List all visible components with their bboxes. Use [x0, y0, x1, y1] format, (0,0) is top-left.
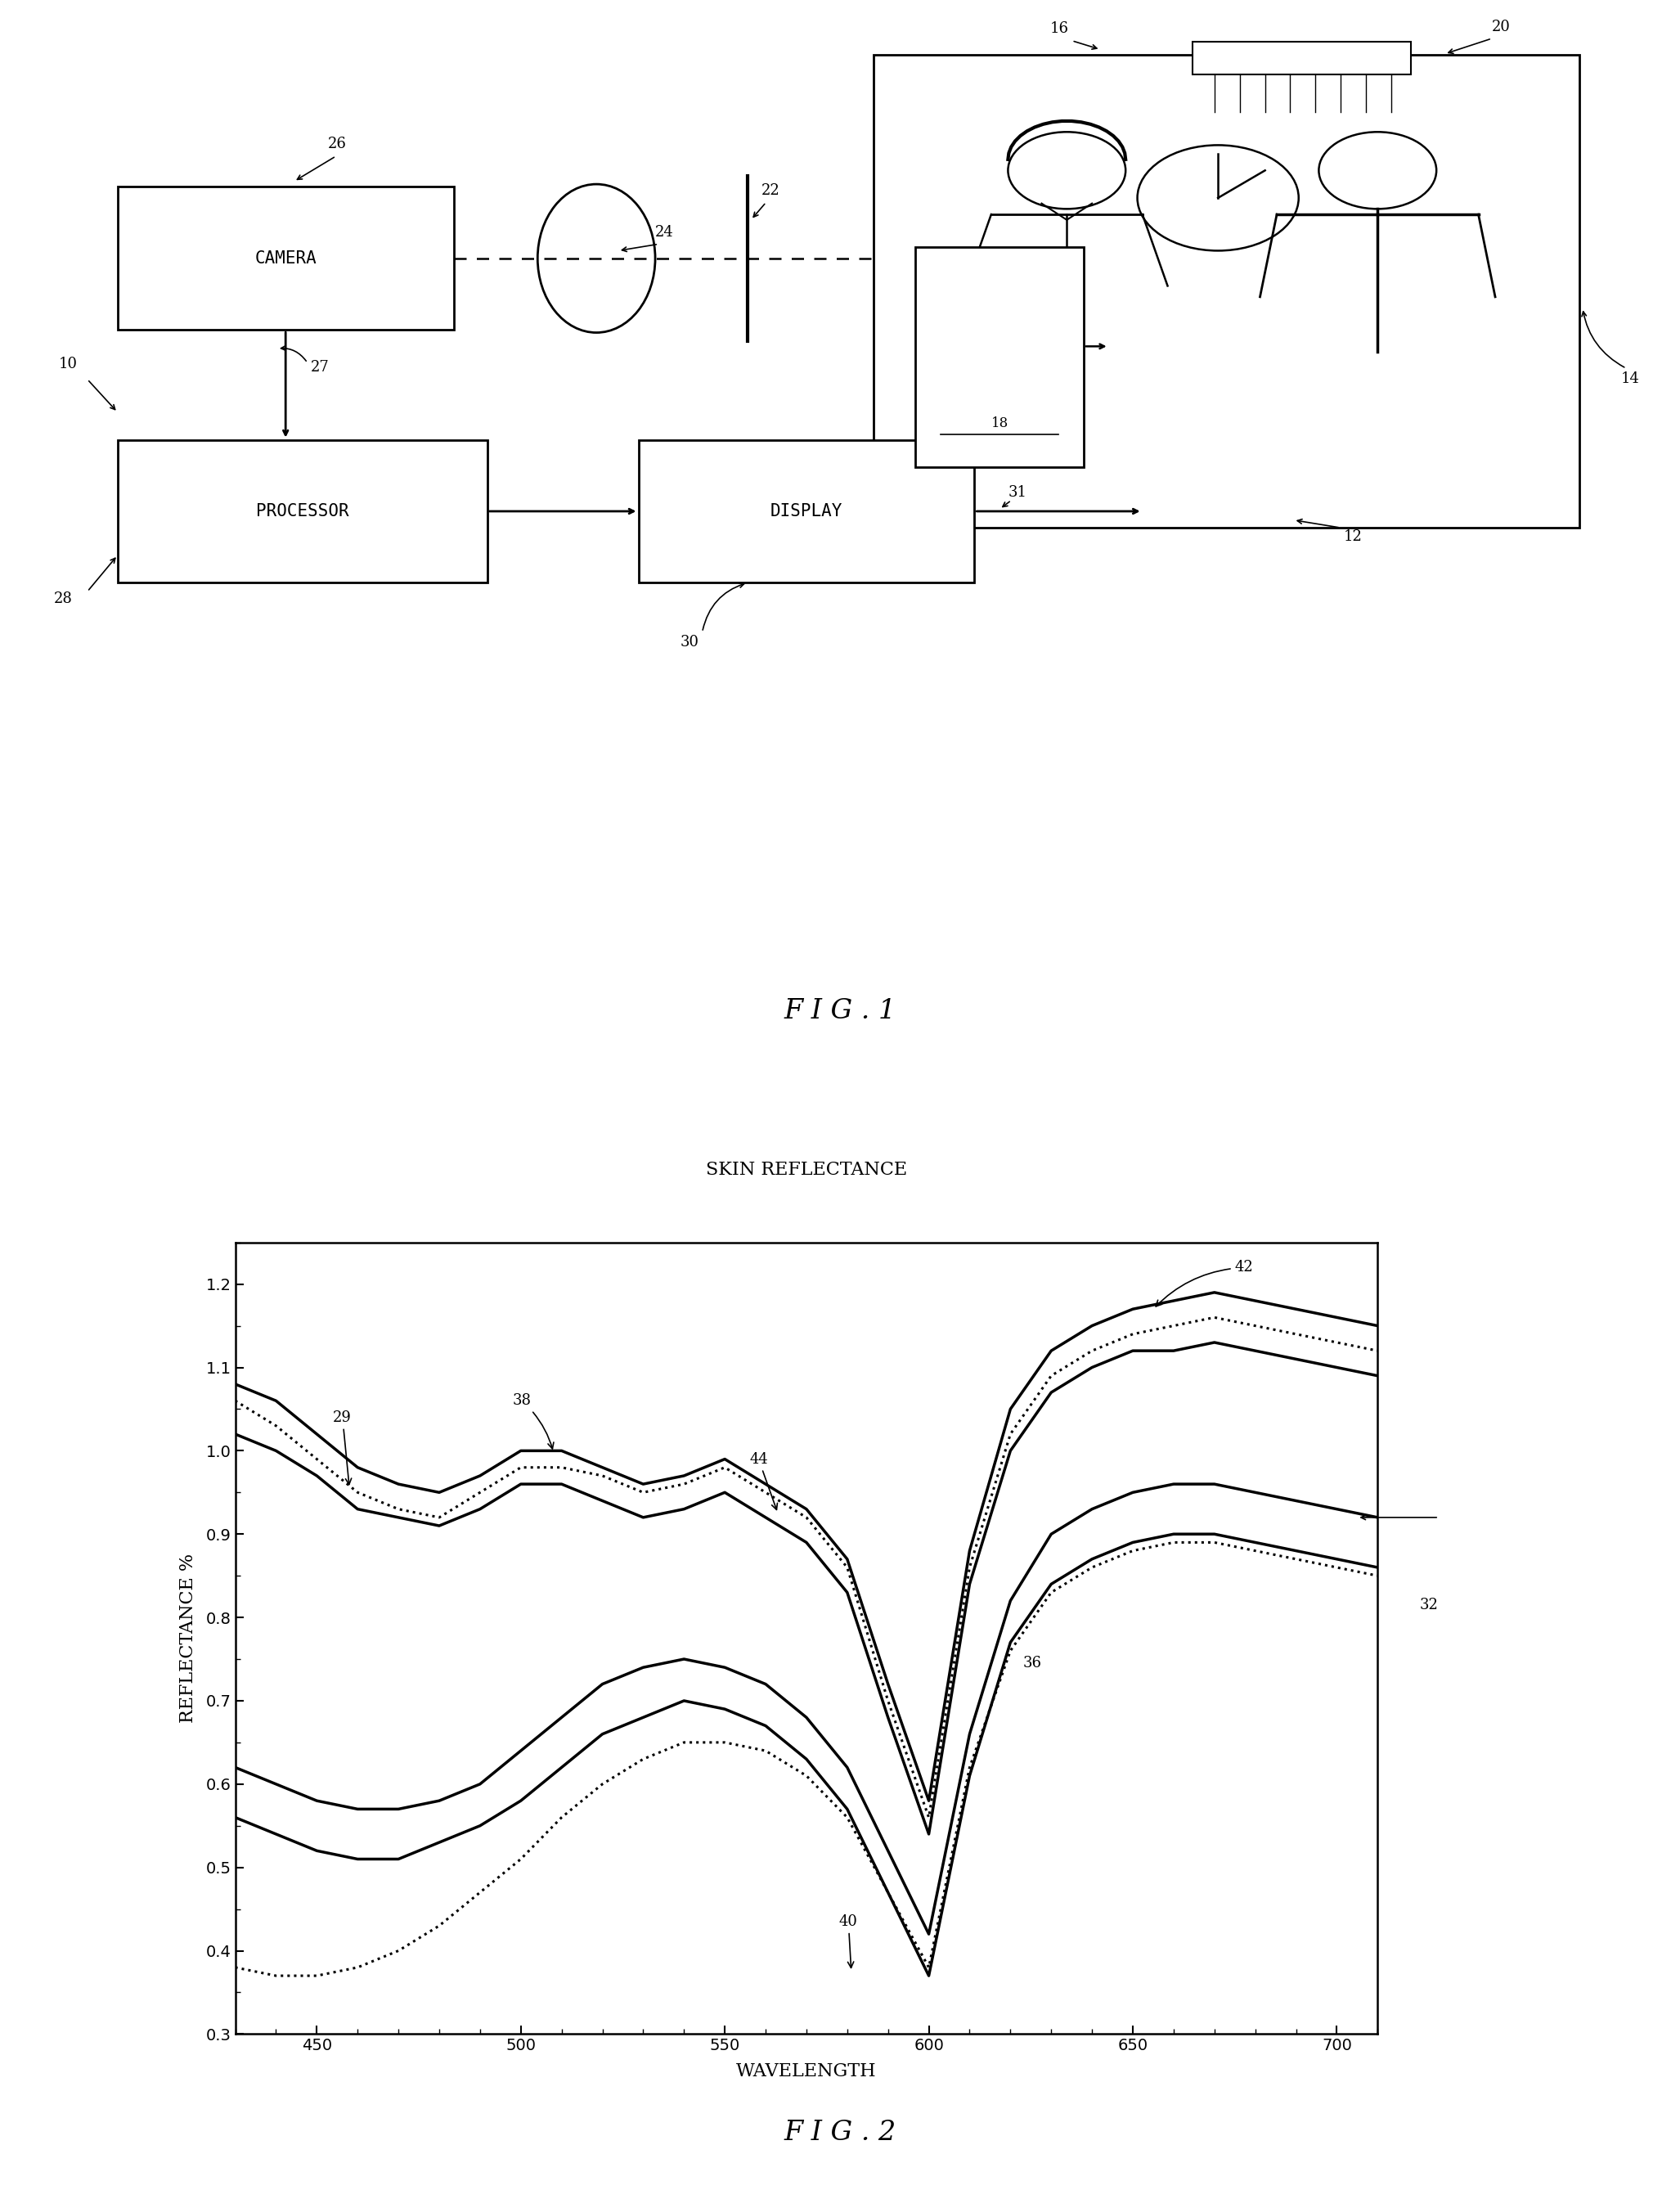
- Text: SKIN REFLECTANCE: SKIN REFLECTANCE: [706, 1161, 907, 1179]
- Text: 44: 44: [749, 1451, 778, 1511]
- FancyBboxPatch shape: [916, 248, 1084, 468]
- Y-axis label: REFLECTANCE %: REFLECTANCE %: [178, 1552, 197, 1724]
- Text: 12: 12: [1344, 530, 1362, 543]
- Text: 42: 42: [1156, 1260, 1253, 1306]
- Text: 40: 40: [838, 1915, 858, 1968]
- FancyBboxPatch shape: [638, 440, 974, 583]
- Text: 22: 22: [761, 183, 780, 198]
- FancyBboxPatch shape: [118, 187, 454, 330]
- Text: 38: 38: [512, 1394, 554, 1449]
- Text: F I G . 2: F I G . 2: [785, 2120, 895, 2146]
- Text: 26: 26: [328, 136, 346, 152]
- FancyBboxPatch shape: [1193, 42, 1411, 75]
- Text: 14: 14: [1621, 372, 1640, 385]
- Text: 36: 36: [1023, 1656, 1042, 1671]
- Text: 32: 32: [1420, 1599, 1438, 1612]
- Text: 10: 10: [59, 356, 77, 372]
- Text: 18: 18: [991, 416, 1008, 431]
- FancyBboxPatch shape: [874, 55, 1579, 528]
- Text: DISPLAY: DISPLAY: [769, 504, 843, 519]
- X-axis label: WAVELENGTH: WAVELENGTH: [736, 2063, 877, 2080]
- Text: 16: 16: [1050, 22, 1068, 35]
- Text: F I G . 1: F I G . 1: [785, 998, 895, 1025]
- Text: 29: 29: [333, 1410, 351, 1484]
- Text: CAMERA: CAMERA: [255, 251, 316, 266]
- FancyBboxPatch shape: [118, 440, 487, 583]
- Text: 24: 24: [655, 224, 674, 240]
- Text: 27: 27: [311, 361, 329, 374]
- Text: 31: 31: [1008, 486, 1026, 499]
- Text: PROCESSOR: PROCESSOR: [255, 504, 349, 519]
- Text: 28: 28: [54, 592, 72, 605]
- Text: 20: 20: [1492, 20, 1510, 33]
- Text: 30: 30: [680, 636, 699, 649]
